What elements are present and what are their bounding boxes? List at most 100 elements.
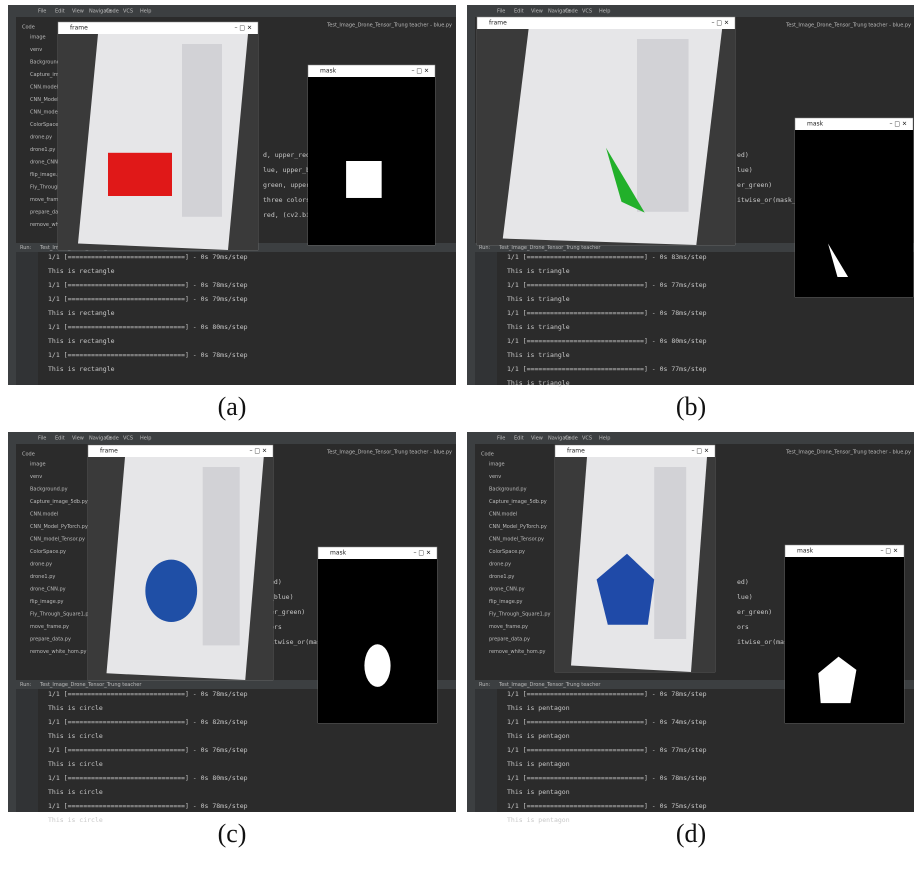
console-line: 1/1 [==============================] - 0… (48, 295, 248, 303)
mask-image (318, 559, 437, 723)
window-controls: – □ ✕ (711, 20, 729, 27)
console-line: 1/1 [==============================] - 0… (48, 281, 248, 289)
file-item: flip_image.py (30, 599, 64, 605)
console-line: This is rectangle (48, 267, 115, 275)
file-item: image (30, 462, 46, 468)
console-line: 1/1 [==============================] - 0… (507, 746, 707, 754)
code-line: itwise_or(mask_ (737, 196, 796, 204)
menu-item: Code (106, 436, 119, 442)
tab-title: Test_Image_Drone_Tensor_Trung teacher - … (785, 23, 911, 29)
console-gutter (16, 682, 38, 812)
menu-item: VCS (123, 436, 133, 442)
window-title: mask (330, 550, 347, 557)
tab-title: Test_Image_Drone_Tensor_Trung teacher - … (326, 23, 452, 29)
code-line: _blue) (270, 593, 293, 601)
run-label: Run: (479, 245, 491, 251)
console-line: This is circle (48, 788, 103, 796)
menu-item: View (72, 9, 84, 15)
file-item: drone_CNN.py (30, 587, 66, 593)
window-controls: – □ ✕ (413, 550, 431, 557)
code-line: three colors (263, 196, 310, 204)
file-item: CNN.model (489, 512, 517, 518)
window-title: mask (807, 121, 824, 128)
menu-item: Edit (514, 436, 524, 442)
console-line: 1/1 [==============================] - 0… (48, 718, 248, 726)
window-controls: – □ ✕ (889, 121, 907, 128)
menu-item: Edit (55, 436, 65, 442)
file-item: Background.py (30, 487, 68, 493)
console-line: 1/1 [==============================] - 0… (48, 351, 248, 359)
code-line: er_green) (270, 608, 305, 616)
file-item: remove_white_hom.py (30, 649, 87, 655)
project-label: Code (22, 452, 35, 458)
console-line: 1/1 [==============================] - 0… (48, 774, 248, 782)
side-strip (467, 444, 475, 812)
menu-item: Help (140, 436, 151, 442)
console-line: This is pentagon (507, 732, 570, 740)
run-tab: Test_Image_Drone_Tensor_Trung teacher (498, 245, 601, 251)
screen-sidebar (637, 39, 689, 212)
console-line: 1/1 [==============================] - 0… (48, 253, 248, 261)
code-line: er_green) (737, 181, 772, 189)
window-title: frame (567, 448, 585, 455)
file-item: prepare_data.py (489, 637, 530, 643)
file-item: venv (489, 474, 501, 480)
menu-item: Code (565, 436, 578, 442)
screen-in-image (78, 34, 248, 250)
file-item: drone.py (30, 562, 52, 568)
file-item: CNN_Model_PyTorch.py (30, 524, 88, 530)
code-line: ors (737, 623, 749, 631)
panel-label: (c) (218, 819, 247, 848)
file-item: move_frame.py (489, 624, 528, 630)
window-title: mask (320, 68, 337, 75)
tab-title: Test_Image_Drone_Tensor_Trung teacher - … (326, 450, 452, 456)
console-line: This is triangle (507, 295, 570, 303)
window-controls: – □ ✕ (234, 25, 252, 32)
console-line: 1/1 [==============================] - 0… (48, 746, 248, 754)
console-line: This is triangle (507, 351, 570, 359)
console-line: This is triangle (507, 323, 570, 331)
menu-item: File (497, 9, 505, 15)
window-title: frame (100, 448, 118, 455)
menu-item: Edit (514, 9, 524, 15)
file-item: drone1.py (489, 574, 514, 580)
file-item: drone.py (489, 562, 511, 568)
file-item: Fly_Through_Square1.py (30, 612, 92, 618)
screen-in-image (571, 457, 707, 672)
mask-shape (364, 644, 390, 687)
file-item: CNN_Model_PyTorch.py (489, 524, 547, 530)
console-gutter (475, 682, 497, 812)
file-item: CNN_model_Tensor.py (489, 537, 544, 543)
console-line: 1/1 [==============================] - 0… (48, 323, 248, 331)
console-line: This is pentagon (507, 704, 570, 712)
console-line: 1/1 [==============================] - 0… (48, 690, 248, 698)
screen-sidebar (654, 467, 686, 639)
file-item: Fly_Through_Square1.py (489, 612, 551, 618)
figure: FileEditViewNavigateCodeVCSHelpTest_Imag… (0, 0, 914, 869)
console-line: 1/1 [==============================] - 0… (507, 718, 707, 726)
window-title: frame (489, 20, 507, 27)
console-line: 1/1 [==============================] - 0… (507, 309, 707, 317)
console-line: This is pentagon (507, 788, 570, 796)
menu-item: Help (140, 9, 151, 15)
run-label: Run: (20, 682, 32, 688)
detected-shape (108, 153, 172, 196)
console-line: This is circle (48, 816, 103, 824)
console-line: This is circle (48, 732, 103, 740)
detected-shape (145, 560, 197, 622)
screen-sidebar (182, 44, 222, 217)
menu-item: Help (599, 436, 610, 442)
console-line: This is rectangle (48, 309, 115, 317)
file-item: image (489, 462, 505, 468)
mask-image (795, 130, 913, 297)
code-line: er_green) (737, 608, 772, 616)
window-controls: – □ ✕ (691, 448, 709, 455)
file-item: flip_image.py (489, 599, 523, 605)
menu-item: File (38, 436, 46, 442)
console-gutter (475, 245, 497, 385)
console-line: 1/1 [==============================] - 0… (48, 802, 248, 810)
file-item: image (30, 35, 46, 41)
console-line: This is circle (48, 704, 103, 712)
